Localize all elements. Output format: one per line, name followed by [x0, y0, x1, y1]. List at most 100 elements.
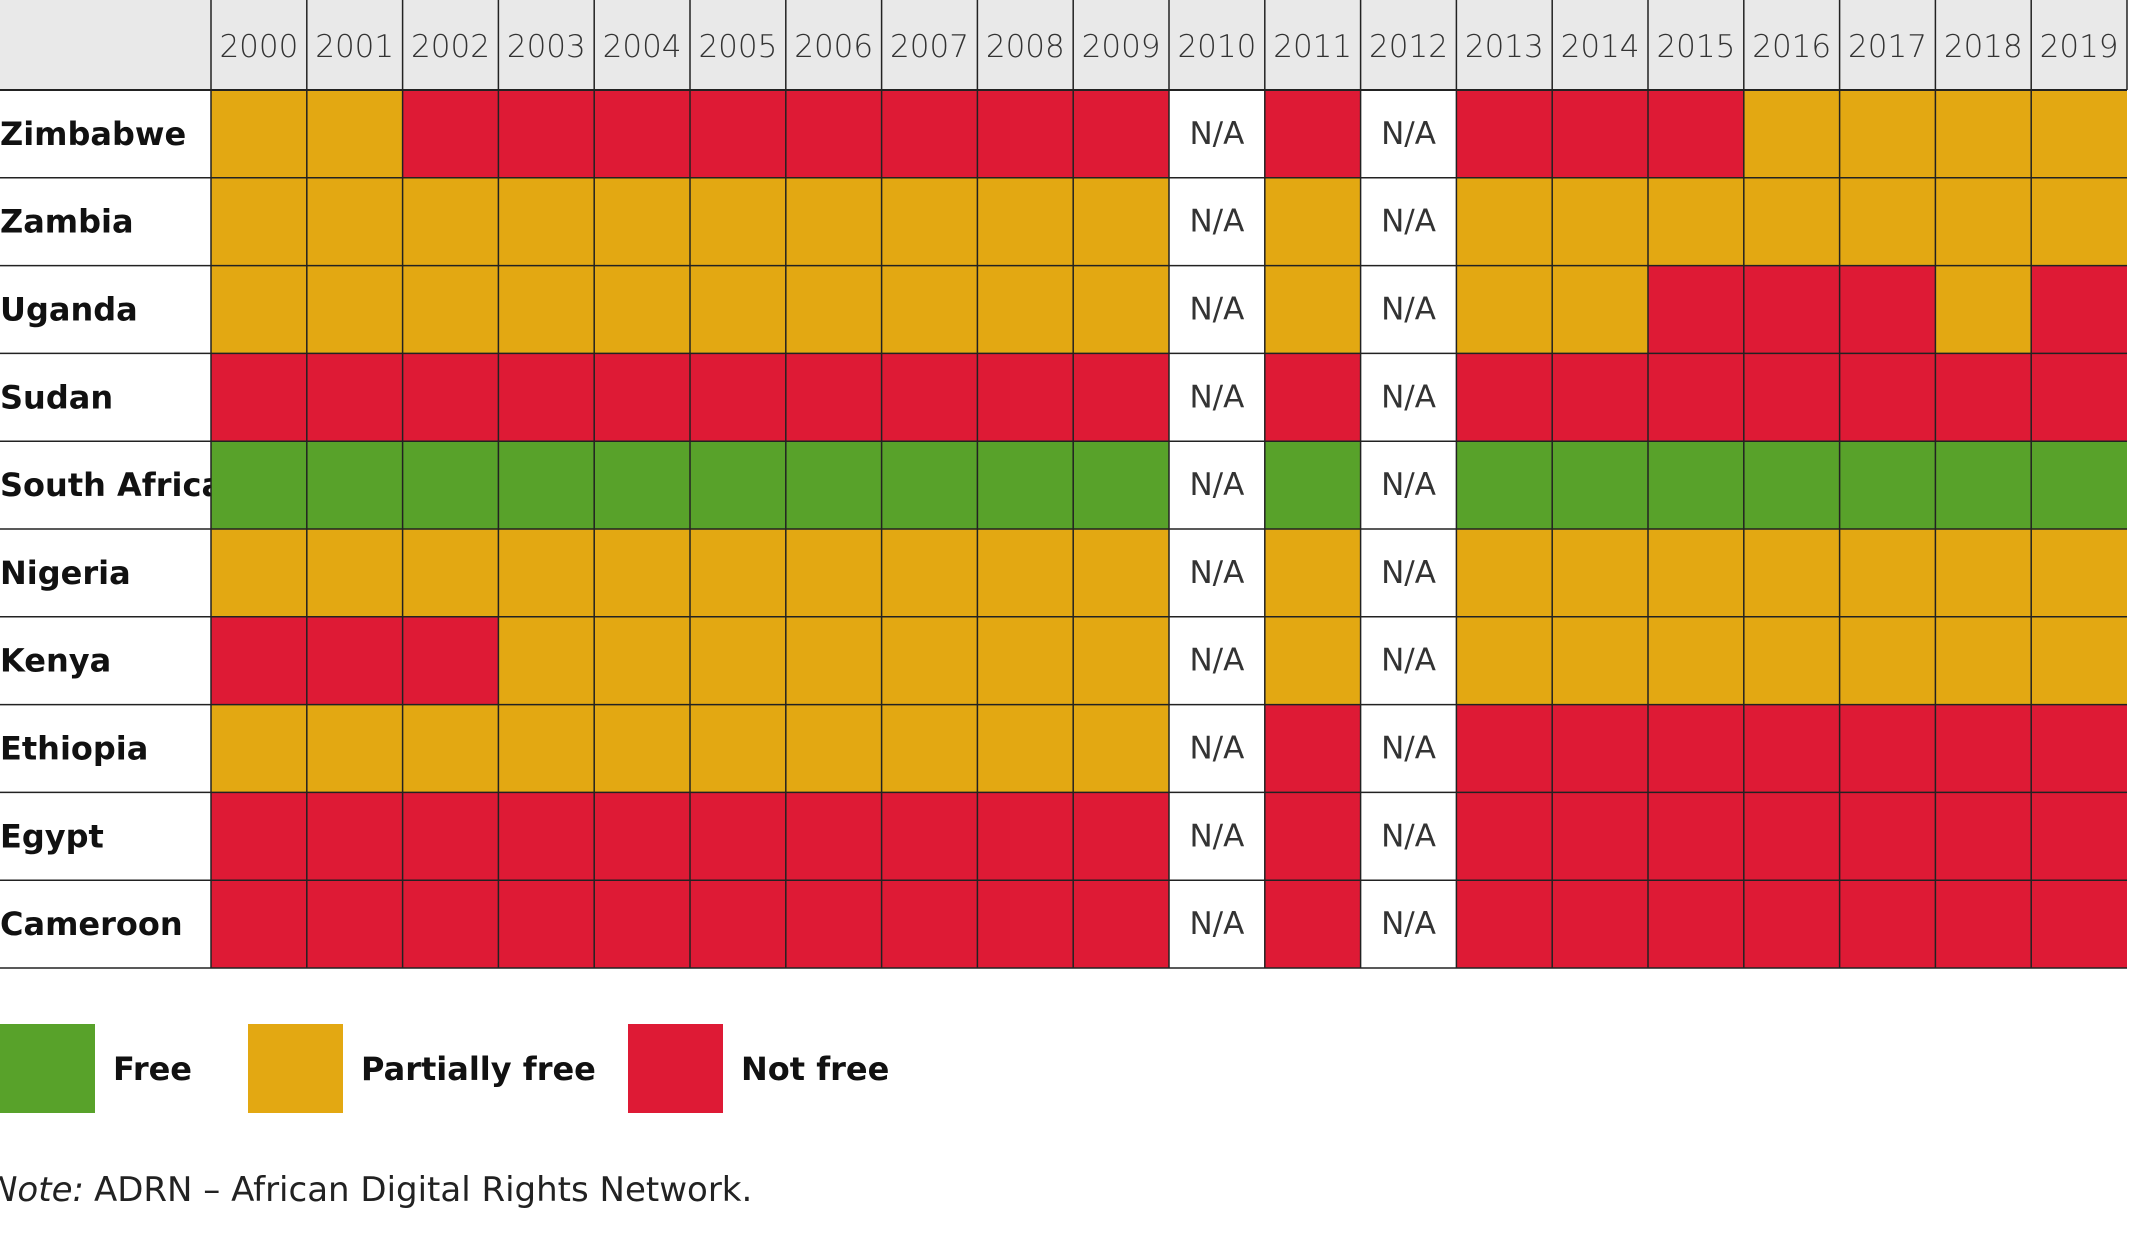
cell	[1552, 529, 1648, 617]
cell	[211, 792, 307, 881]
cell-text: N/A	[1189, 204, 1244, 240]
cell	[498, 880, 595, 968]
cell	[785, 353, 882, 442]
cell	[881, 177, 978, 266]
cell	[1743, 880, 1840, 968]
column-header: 2016	[1752, 29, 1831, 65]
column-header: 2009	[1082, 29, 1161, 65]
cell	[1648, 441, 1744, 529]
column-header: 2008	[986, 29, 1065, 65]
cell	[1456, 704, 1553, 793]
cell	[402, 177, 499, 266]
column-header: 2002	[411, 29, 490, 65]
cell	[2031, 529, 2127, 617]
cell	[306, 529, 403, 617]
cell	[1935, 529, 2032, 617]
legend-swatch	[0, 1024, 95, 1113]
cell	[1743, 704, 1840, 793]
cell	[1552, 616, 1648, 705]
cell	[1073, 529, 1169, 617]
note-label: Note:	[0, 1170, 84, 1210]
cell-text: N/A	[1189, 116, 1244, 152]
cell	[1073, 90, 1169, 178]
cell	[690, 616, 786, 705]
cell-text: N/A	[1189, 731, 1244, 767]
cell	[881, 90, 978, 178]
cell	[785, 441, 882, 529]
cell	[1935, 880, 2032, 968]
cell	[1360, 353, 1457, 442]
cell	[1456, 177, 1553, 266]
cell	[1839, 353, 1936, 442]
cell	[594, 704, 690, 793]
cell	[402, 441, 499, 529]
cell	[1169, 90, 1265, 178]
column-header: 2006	[794, 29, 873, 65]
cell	[2031, 265, 2127, 354]
cell	[1648, 353, 1744, 442]
cell	[1839, 265, 1936, 354]
cell	[1935, 353, 2032, 442]
legend-swatch	[628, 1024, 723, 1113]
cell	[1456, 616, 1553, 705]
cell	[690, 792, 786, 881]
cell	[1456, 265, 1553, 354]
cell	[594, 441, 690, 529]
cell-text: N/A	[1189, 467, 1244, 503]
cell	[1360, 792, 1457, 881]
cell	[498, 353, 595, 442]
cell-text: N/A	[1189, 379, 1244, 415]
cell	[1935, 616, 2032, 705]
cell	[977, 704, 1074, 793]
cell	[977, 353, 1074, 442]
cell	[690, 90, 786, 178]
cell	[1073, 880, 1169, 968]
cell	[1552, 90, 1648, 178]
cell	[1073, 353, 1169, 442]
cell	[690, 880, 786, 968]
cell	[785, 529, 882, 617]
cell	[1552, 792, 1648, 881]
cell	[1264, 265, 1361, 354]
cell	[1264, 704, 1361, 793]
cell	[1839, 616, 1936, 705]
cell	[402, 616, 499, 705]
cell	[402, 90, 499, 178]
cell	[498, 792, 595, 881]
cell	[977, 616, 1074, 705]
cell	[1648, 90, 1744, 178]
cell	[594, 792, 690, 881]
row-label: Nigeria	[0, 554, 131, 592]
note-text: ADRN – African Digital Rights Network.	[94, 1170, 752, 1210]
cell	[1360, 880, 1457, 968]
cell	[1935, 704, 2032, 793]
cell	[306, 353, 403, 442]
cell	[306, 704, 403, 793]
cell	[881, 704, 978, 793]
cell	[211, 704, 307, 793]
cell	[1743, 616, 1840, 705]
column-header: 2012	[1369, 29, 1448, 65]
column-header: 2019	[2040, 29, 2119, 65]
cell	[1743, 90, 1840, 178]
row-label: Kenya	[0, 642, 111, 680]
cell-text: N/A	[1381, 906, 1436, 942]
cell	[2031, 704, 2127, 793]
cell	[1935, 177, 2032, 266]
cell	[211, 177, 307, 266]
cell	[498, 177, 595, 266]
cell	[1073, 177, 1169, 266]
cell	[2031, 90, 2127, 178]
cell	[690, 353, 786, 442]
cell	[1073, 441, 1169, 529]
cell	[306, 90, 403, 178]
column-header: 2003	[507, 29, 586, 65]
cell	[402, 265, 499, 354]
cell	[1935, 441, 2032, 529]
cell	[1552, 704, 1648, 793]
column-header: 2000	[219, 29, 298, 65]
cell	[1169, 177, 1265, 266]
cell	[1743, 792, 1840, 881]
cell	[1935, 90, 2032, 178]
